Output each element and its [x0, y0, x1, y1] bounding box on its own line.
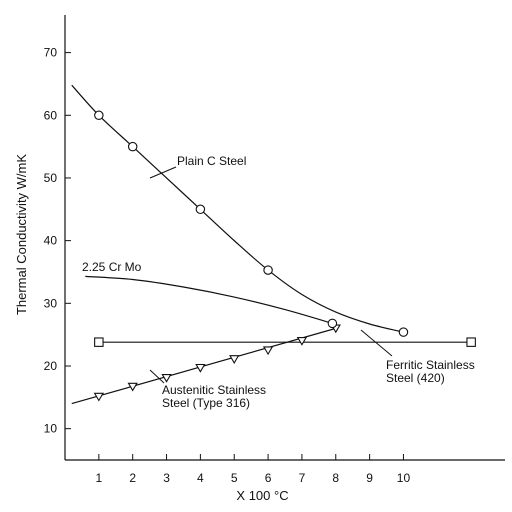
y-tick-label: 20: [44, 359, 58, 373]
plain-c-steel-point: [263, 265, 273, 275]
x-tick-label: 6: [265, 471, 272, 485]
cr-mo-line: [85, 275, 333, 324]
austenitic-stainless-point: [262, 346, 274, 356]
y-axis-title: Thermal Conductivity W/mK: [14, 154, 29, 315]
plain-c-steel-point: [127, 141, 138, 152]
plain-c-steel-point: [398, 327, 409, 337]
x-axis-title: X 100 °C: [236, 488, 288, 503]
axes: 1 2 3 4 5 6 7 8 9 10 10 20 30 40 50 60 70 X 100 °C Thermal…: [14, 15, 505, 503]
austenitic-stainless-label-leader: [149, 369, 165, 384]
x-tick-label: 9: [366, 471, 373, 485]
austenitic-stainless-label: Austenitic Stainless: [162, 383, 266, 397]
x-tick-label: 10: [397, 471, 411, 485]
y-tick-label: 50: [44, 171, 58, 185]
plain-c-steel-point: [195, 204, 206, 215]
ferritic-stainless-label-leader: [360, 329, 393, 357]
series-cr-mo: [85, 275, 333, 324]
x-tick-label: 2: [129, 471, 136, 485]
ferritic-stainless-label: Ferritic Stainless: [386, 358, 475, 372]
plain-c-steel-label: Plain C Steel: [177, 154, 246, 168]
annotations: Plain C Steel 2.25 Cr Mo Ferritic Stainles…: [82, 154, 475, 410]
y-tick-label: 60: [44, 108, 58, 122]
austenitic-stainless-point: [195, 363, 206, 373]
x-tick-label: 5: [231, 471, 238, 485]
austenitic-stainless-point: [161, 373, 172, 383]
y-tick-label: 70: [44, 46, 58, 60]
austenitic-stainless-point: [127, 382, 138, 392]
austenitic-stainless-label: Steel (Type 316): [162, 396, 250, 410]
ferritic-stainless-label: Steel (420): [386, 371, 445, 385]
x-tick-label: 3: [163, 471, 170, 485]
series-layer: [71, 84, 476, 405]
austenitic-stainless-point: [296, 337, 308, 346]
cr-mo-point: [327, 318, 338, 329]
series-plain-c-steel: [71, 84, 409, 337]
y-tick-label: 10: [44, 422, 58, 436]
y-tick-label: 30: [44, 296, 58, 310]
series-ferritic-stainless: [94, 337, 476, 347]
austenitic-stainless-point: [93, 392, 105, 402]
plain-c-steel-point: [94, 110, 104, 121]
x-tick-label: 7: [299, 471, 306, 485]
y-tick-label: 40: [44, 234, 58, 248]
ferritic-stainless-point: [94, 337, 104, 347]
series-austenitic-stainless: [71, 324, 341, 405]
x-tick-label: 4: [197, 471, 204, 485]
x-tick-label: 8: [332, 471, 339, 485]
plain-c-steel-line: [71, 84, 404, 333]
x-tick-label: 1: [96, 471, 103, 485]
cr-mo-label: 2.25 Cr Mo: [82, 260, 142, 274]
austenitic-stainless-point: [229, 355, 240, 364]
plain-c-steel-label-leader: [149, 166, 177, 179]
ferritic-stainless-point: [466, 337, 476, 347]
